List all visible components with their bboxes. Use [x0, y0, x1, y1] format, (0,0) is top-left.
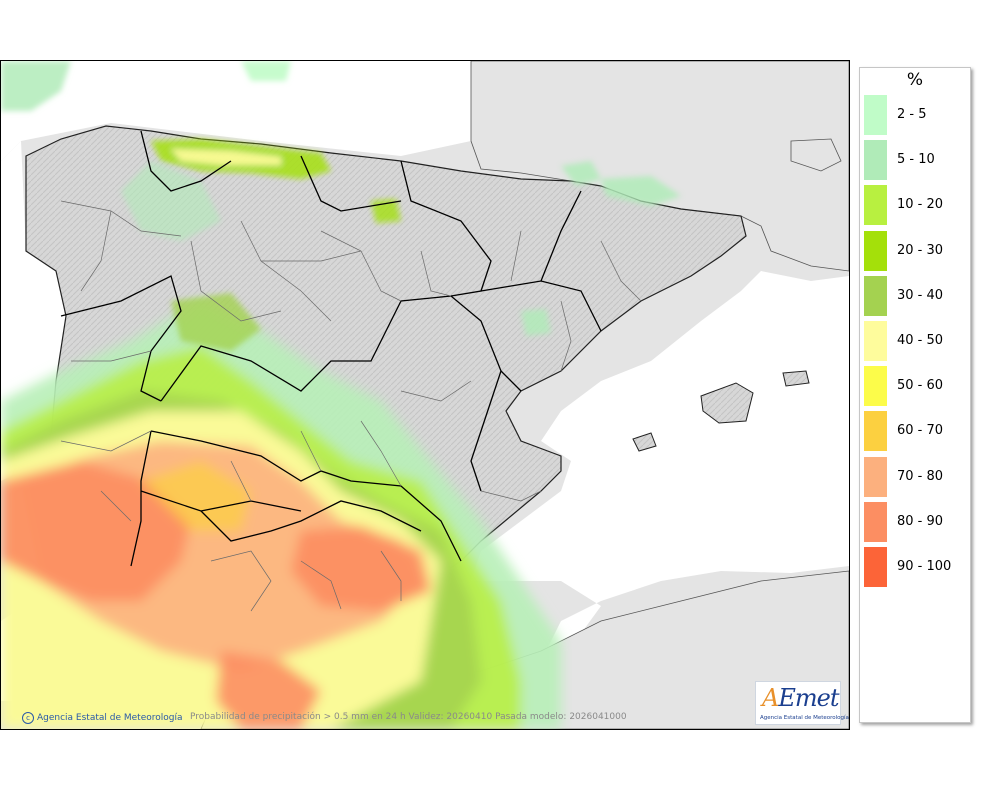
mediterranean-sea [471, 271, 849, 729]
precipitation-overlay [1, 61, 681, 729]
legend-swatch [864, 411, 887, 452]
region-boundaries [60, 130, 602, 567]
legend-label: 10 - 20 [897, 197, 944, 213]
mallorca [700, 382, 754, 424]
legend-label: 50 - 60 [897, 378, 944, 394]
logo-subtitle: Agencia Estatal de Meteorología [760, 715, 849, 721]
aemet-logo: AEmet Agencia Estatal de Meteorología [755, 681, 849, 725]
legend-label: 20 - 30 [897, 242, 944, 258]
legend-item: 30 - 40 [864, 275, 968, 316]
legend-swatch [864, 140, 887, 181]
legend-swatch [864, 456, 887, 497]
legend-item: 60 - 70 [864, 411, 968, 452]
credit-text: Agencia Estatal de Meteorología [37, 713, 183, 723]
legend-title: % [906, 70, 924, 90]
legend-panel: % 2 - 5 5 - 10 10 - 20 20 - 30 30 - 40 40 - 5… [859, 67, 971, 723]
logo-wordmark: AEmet [762, 684, 839, 712]
legend-item: 20 - 30 [864, 230, 968, 271]
legend-label: 40 - 50 [897, 333, 944, 348]
atlantic-sea [1, 61, 501, 161]
legend-swatch [864, 185, 887, 226]
legend-label: 70 - 80 [897, 468, 944, 484]
legend-swatch [864, 547, 887, 587]
map-credit: c Agencia Estatal de Meteorología [22, 712, 183, 724]
legend-label: 90 - 100 [897, 559, 952, 574]
legend-label: 30 - 40 [897, 287, 944, 303]
legend-label: 2 - 5 [897, 107, 927, 122]
province-boundaries [60, 200, 642, 612]
map-caption: Probabilidad de precipitación > 0.5 mm e… [190, 712, 627, 722]
legend-label: 60 - 70 [897, 423, 944, 439]
legend-label: 80 - 90 [897, 513, 944, 529]
legend-swatch [864, 366, 887, 407]
sardinia [790, 138, 842, 172]
legend-item: 90 - 100 [864, 547, 968, 587]
legend-item: 70 - 80 [864, 456, 968, 497]
forecast-map [0, 60, 850, 730]
legend-swatch [864, 230, 887, 271]
legend-item: 5 - 10 [864, 140, 968, 181]
menorca [782, 370, 810, 387]
legend-label: 5 - 10 [897, 152, 935, 168]
legend-swatch [864, 95, 887, 135]
legend-item: 2 - 5 [864, 95, 968, 135]
legend-item: 50 - 60 [864, 366, 968, 407]
legend-swatch [864, 321, 887, 361]
ibiza [632, 432, 657, 452]
legend-item: 80 - 90 [864, 501, 968, 542]
legend-swatch [864, 501, 887, 542]
legend-item: 10 - 20 [864, 185, 968, 226]
legend-item: 40 - 50 [864, 321, 968, 361]
copyright-icon: c [22, 712, 34, 724]
legend-swatch [864, 275, 887, 316]
